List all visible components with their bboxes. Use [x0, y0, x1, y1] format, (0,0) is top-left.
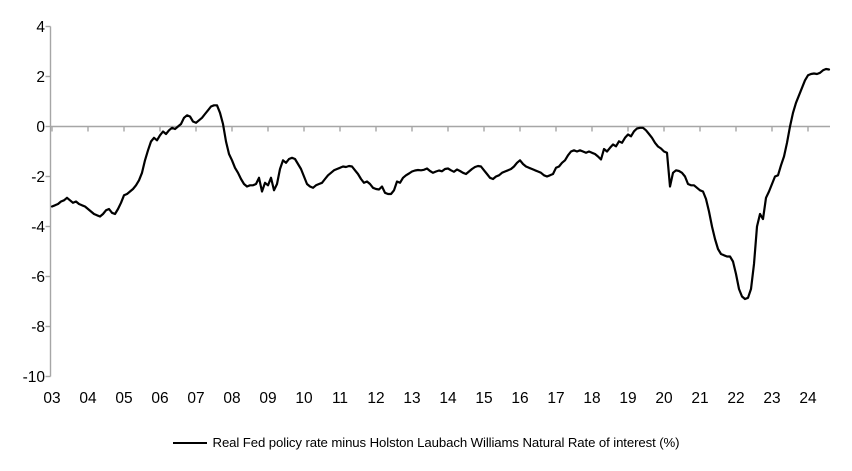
x-tick-label: 23 — [763, 390, 780, 407]
x-tick-label: 22 — [727, 390, 744, 407]
x-tick-label: 04 — [79, 390, 97, 407]
y-tick-label: -6 — [31, 269, 45, 286]
y-tick-label: -2 — [31, 169, 45, 186]
x-tick-label: 13 — [403, 390, 420, 407]
series-line — [50, 67, 831, 301]
y-tick-label: -4 — [31, 219, 45, 236]
x-tick-label: 24 — [799, 390, 817, 407]
x-tick-label: 08 — [223, 390, 240, 407]
x-tick-label: 14 — [439, 390, 457, 407]
x-tick-label: 20 — [655, 390, 673, 407]
y-tick-label: -8 — [31, 319, 45, 336]
x-tick-label: 18 — [583, 390, 600, 407]
x-tick-label: 09 — [259, 390, 276, 407]
y-tick-label: 2 — [36, 69, 45, 86]
x-tick-label: 12 — [367, 390, 384, 407]
x-tick-label: 10 — [295, 390, 313, 407]
x-tick-label: 19 — [619, 390, 636, 407]
legend-line-sample — [172, 441, 207, 444]
y-tick-label: 4 — [36, 19, 45, 36]
x-tick-label: 16 — [511, 390, 528, 407]
legend: Real Fed policy rate minus Holston Lauba… — [0, 435, 852, 450]
legend-label: Real Fed policy rate minus Holston Lauba… — [212, 435, 680, 450]
x-tick-label: 11 — [332, 390, 348, 407]
x-tick-label: 17 — [547, 390, 564, 407]
x-tick-label: 06 — [151, 390, 168, 407]
x-tick-label: 21 — [691, 390, 708, 407]
x-tick-label: 07 — [187, 390, 204, 407]
y-tick-label: 0 — [36, 119, 45, 136]
x-tick-label: 03 — [43, 390, 60, 407]
x-tick-label: 15 — [475, 390, 492, 407]
y-tick-label: -10 — [23, 369, 46, 386]
x-tick-label: 05 — [115, 390, 132, 407]
